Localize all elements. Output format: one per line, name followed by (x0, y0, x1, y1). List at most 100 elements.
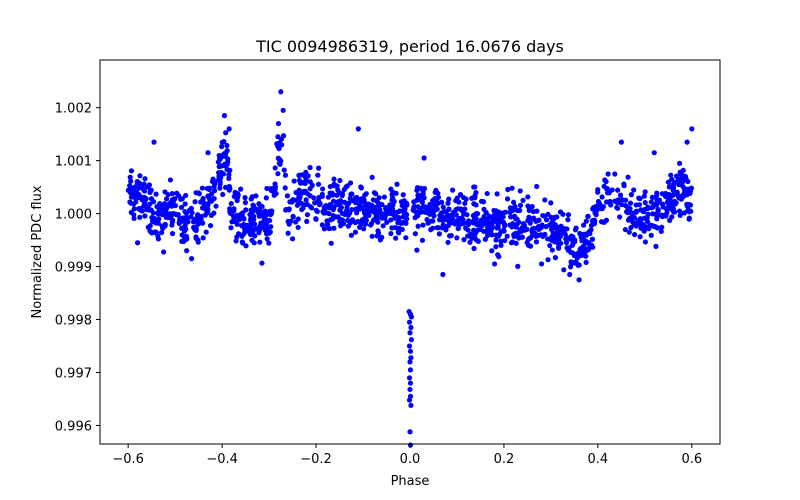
data-point (445, 200, 451, 206)
data-point (472, 232, 478, 239)
data-point (251, 203, 257, 209)
data-point (617, 214, 623, 220)
data-point (642, 200, 648, 206)
data-point (680, 184, 686, 190)
data-point (216, 164, 222, 170)
data-point (293, 219, 299, 225)
data-point (146, 182, 152, 188)
data-point (484, 190, 490, 197)
data-point (684, 201, 690, 207)
data-point (563, 240, 570, 246)
data-point (337, 216, 343, 222)
data-point (515, 263, 521, 269)
data-point (169, 230, 176, 237)
data-point (226, 175, 232, 182)
data-point (304, 218, 310, 224)
data-point (612, 171, 618, 177)
data-point (394, 181, 400, 187)
data-point (524, 240, 530, 246)
data-point (448, 212, 454, 218)
data-point (605, 171, 611, 177)
data-point (406, 397, 413, 403)
data-point (406, 375, 413, 381)
data-point (421, 155, 427, 161)
data-point (432, 189, 438, 195)
data-point (493, 237, 499, 243)
data-point (622, 226, 628, 233)
data-point (511, 199, 517, 205)
data-point (534, 208, 540, 214)
data-point (315, 172, 321, 178)
data-point (502, 223, 508, 229)
data-point (517, 188, 523, 194)
data-point (369, 174, 375, 180)
data-point (272, 181, 278, 187)
y-tick-label: 0.999 (55, 261, 92, 276)
data-point (261, 217, 267, 223)
data-point (272, 165, 278, 171)
data-point (540, 233, 546, 240)
data-point (552, 221, 558, 228)
data-point (637, 234, 643, 240)
data-point (140, 186, 146, 192)
data-point (498, 238, 504, 244)
data-point (288, 218, 294, 224)
data-point (576, 277, 582, 283)
data-point (137, 173, 143, 179)
data-point (135, 194, 141, 201)
data-point (134, 180, 140, 186)
data-point (674, 173, 680, 179)
data-point (438, 210, 445, 216)
data-point (441, 223, 447, 229)
data-point (677, 212, 683, 218)
data-point (560, 211, 566, 217)
data-point (543, 217, 550, 223)
data-point (353, 206, 359, 212)
data-point (659, 191, 665, 197)
data-point (472, 193, 478, 199)
data-point (615, 197, 621, 203)
data-point (224, 148, 230, 154)
data-point (602, 177, 608, 183)
data-point (250, 208, 257, 214)
data-point (333, 214, 339, 220)
data-point (215, 159, 221, 165)
data-point (207, 222, 214, 229)
data-point (636, 195, 642, 201)
y-tick-label: 1.000 (55, 208, 92, 223)
data-point (676, 195, 682, 201)
data-point (525, 203, 531, 209)
data-point (681, 210, 687, 216)
data-point (407, 348, 414, 354)
data-point (671, 209, 678, 215)
y-axis-label: Normalized PDC flux (30, 185, 45, 318)
data-point (407, 386, 413, 393)
data-point (419, 237, 426, 243)
data-point (434, 206, 440, 212)
data-point (445, 239, 451, 246)
data-point (132, 184, 138, 190)
data-point (227, 206, 233, 212)
x-tick-label: 0.0 (400, 452, 421, 467)
data-point (177, 216, 183, 223)
data-point (346, 210, 352, 216)
data-point (508, 214, 514, 220)
data-point (411, 199, 417, 205)
data-point (408, 402, 414, 408)
data-point (358, 185, 364, 191)
data-point (375, 228, 381, 234)
data-point (403, 235, 409, 241)
data-point (449, 220, 455, 226)
data-point (221, 113, 228, 119)
data-point (257, 204, 264, 210)
data-point (325, 221, 331, 227)
data-point (415, 223, 421, 229)
data-point (307, 164, 313, 171)
data-point (340, 221, 347, 227)
data-point (393, 209, 399, 216)
data-point (665, 195, 671, 201)
data-point (240, 240, 246, 246)
data-point (183, 192, 189, 199)
data-point (319, 222, 325, 228)
